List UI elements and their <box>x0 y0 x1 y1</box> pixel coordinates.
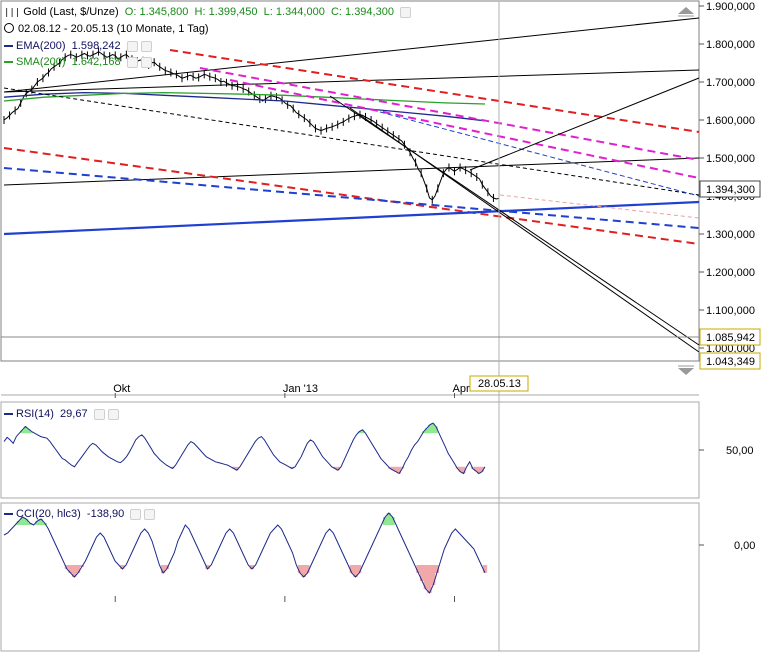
sma-swatch-icon <box>4 61 13 64</box>
clock-icon <box>4 23 14 33</box>
y-tick-label: 1.100,000 <box>706 305 755 317</box>
rsi-label: RSI(14) <box>16 408 54 420</box>
cci-y-tick-label: 0,00 <box>734 540 755 552</box>
rsi-legend: RSI(14) 29,67 <box>4 408 119 421</box>
value-label: 1.394,300 <box>706 184 755 196</box>
cci-legend: CCI(20, hlc3) -138,90 <box>4 508 156 521</box>
cursor-date-label: 28.05.13 <box>478 378 521 390</box>
sma-settings-icon[interactable] <box>126 56 138 68</box>
x-tick-label: Okt <box>113 383 130 395</box>
trend-line <box>469 77 700 171</box>
x-tick-label: Apr <box>453 383 470 395</box>
ema-settings-icon[interactable] <box>126 40 138 52</box>
value-label: 1.043,349 <box>706 356 755 368</box>
cursor-date-box <box>469 375 529 392</box>
sma-label: SMA(200) <box>16 56 66 68</box>
cci-label: CCI(20, hlc3) <box>16 508 81 520</box>
rsi-close-icon[interactable] <box>107 408 119 420</box>
value-label-box <box>699 180 761 198</box>
trend-line <box>499 194 700 219</box>
trend-line <box>3 200 700 236</box>
rsi-y-tick-label: 50,00 <box>726 445 754 457</box>
cci-value: -138,90 <box>86 508 125 520</box>
settings-square-icon[interactable] <box>400 6 412 18</box>
y-tick-label: 1.000,000 <box>706 343 755 355</box>
sma-line <box>3 91 486 105</box>
price-legend: ||| Gold (Last, $/Unze) O: 1.345,800 H: 1… <box>4 6 412 20</box>
trend-line <box>169 49 700 133</box>
high-value: 1.399,450 <box>208 6 258 18</box>
cci-settings-icon[interactable] <box>130 508 142 520</box>
cci-line <box>3 512 486 594</box>
trend-line <box>229 79 700 179</box>
price-series-line <box>3 50 500 201</box>
trend-line <box>3 87 700 196</box>
low-value: 1.344,000 <box>275 6 325 18</box>
trend-line <box>379 111 700 197</box>
cci-swatch-icon <box>4 513 13 516</box>
x-tick-label: Jan '13 <box>283 383 318 395</box>
rsi-swatch-icon <box>4 413 13 416</box>
rsi-value: 29,67 <box>60 408 88 420</box>
ema-swatch-icon <box>4 45 13 48</box>
y-tick-label: 1.600,000 <box>706 115 755 127</box>
value-label-box <box>699 352 761 370</box>
collapse-up-icon[interactable] <box>678 7 694 14</box>
y-tick-label: 1.300,000 <box>706 229 755 241</box>
close-value: 1.394,300 <box>345 6 394 18</box>
y-tick-label: 1.900,000 <box>706 1 755 13</box>
trend-line <box>329 95 700 346</box>
sma-value: 1.642,168 <box>71 56 121 68</box>
value-label: 1.085,942 <box>706 332 755 344</box>
ema-legend: EMA(200) 1.598,242 <box>4 40 152 53</box>
symbol-name: Gold (Last, $/Unze) <box>23 6 119 18</box>
y-tick-label: 1.500,000 <box>706 153 755 165</box>
trend-line <box>3 157 700 186</box>
collapse-down-icon[interactable] <box>678 368 694 375</box>
ema-line <box>3 91 486 122</box>
ohlc-icon: ||| <box>4 8 21 18</box>
sma-legend: SMA(200) 1.642,168 <box>4 56 152 69</box>
cci-close-icon[interactable] <box>144 508 156 520</box>
value-label-box <box>699 328 761 346</box>
trend-line <box>199 67 700 161</box>
trend-line <box>3 17 700 93</box>
sma-close-icon[interactable] <box>140 56 152 68</box>
range-legend: 02.08.12 - 20.05.13 (10 Monate, 1 Tag) <box>4 23 209 36</box>
rsi-line <box>3 422 486 475</box>
date-range: 02.08.12 - 20.05.13 (10 Monate, 1 Tag) <box>18 23 209 35</box>
ema-label: EMA(200) <box>16 40 66 52</box>
y-tick-label: 1.200,000 <box>706 267 755 279</box>
open-value: 1.345,800 <box>139 6 189 18</box>
y-tick-label: 1.700,000 <box>706 77 755 89</box>
rsi-settings-icon[interactable] <box>93 408 105 420</box>
cci-panel <box>0 502 700 652</box>
y-tick-label: 1.800,000 <box>706 39 755 51</box>
trend-line <box>3 69 700 93</box>
ema-value: 1.598,242 <box>71 40 121 52</box>
ema-close-icon[interactable] <box>140 40 152 52</box>
